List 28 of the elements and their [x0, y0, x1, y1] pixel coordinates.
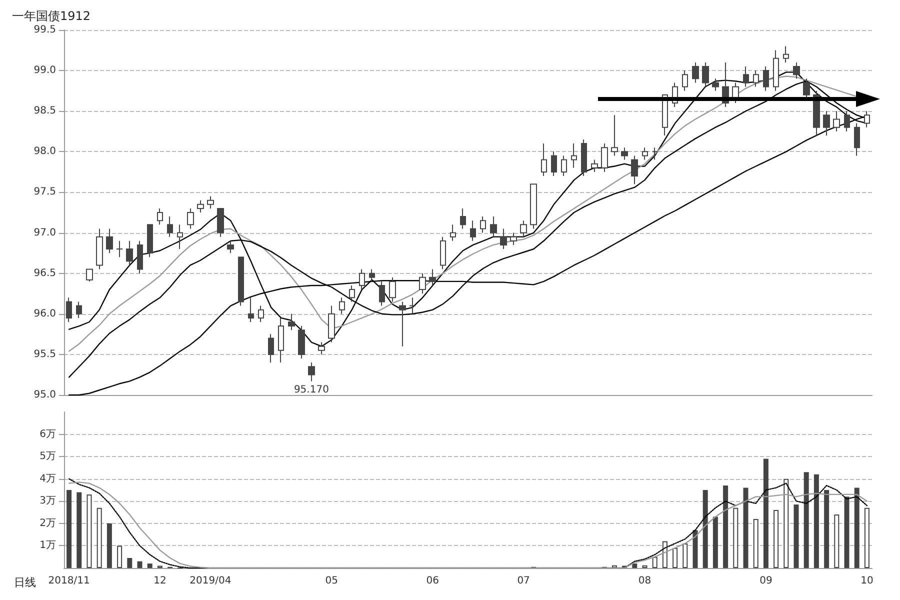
x-tick-label: 10	[860, 576, 874, 586]
x-axis-title: 日线	[14, 576, 36, 589]
y-tick-label: 1万	[40, 540, 56, 552]
y-tick-label: 95.5	[34, 348, 56, 360]
x-tick-label: 2019/04	[190, 576, 232, 586]
x-tick-label: 2018/11	[48, 576, 90, 586]
y-tick-label: 98.0	[34, 146, 56, 158]
x-tick-label: 08	[638, 576, 652, 586]
x-tick-label: 09	[760, 576, 772, 586]
chart-title: 一年国债1912	[12, 9, 91, 23]
y-tick-label: 99.0	[34, 65, 56, 76]
x-tick-label: 07	[517, 576, 530, 586]
x-tick-label: 06	[426, 576, 440, 586]
y-tick-label: 97.0	[34, 227, 56, 238]
y-tick-label: 2万	[40, 518, 56, 529]
y-tick-label: 5万	[40, 451, 56, 462]
annotation: 95.170	[294, 384, 329, 396]
y-tick-label: 4万	[40, 473, 56, 484]
x-tick-label: 05	[325, 576, 338, 586]
y-tick-label: 6万	[40, 428, 56, 440]
y-tick-label: 96.0	[34, 308, 56, 320]
y-tick-label: 96.5	[34, 268, 56, 279]
y-tick-label: 95.0	[34, 390, 56, 400]
y-tick-label: 3万	[40, 496, 56, 507]
x-tick-label: 12	[154, 576, 166, 586]
y-tick-label: 98.5	[34, 106, 56, 117]
y-tick-label: 97.5	[34, 186, 56, 198]
y-tick-label: 99.5	[34, 24, 56, 36]
